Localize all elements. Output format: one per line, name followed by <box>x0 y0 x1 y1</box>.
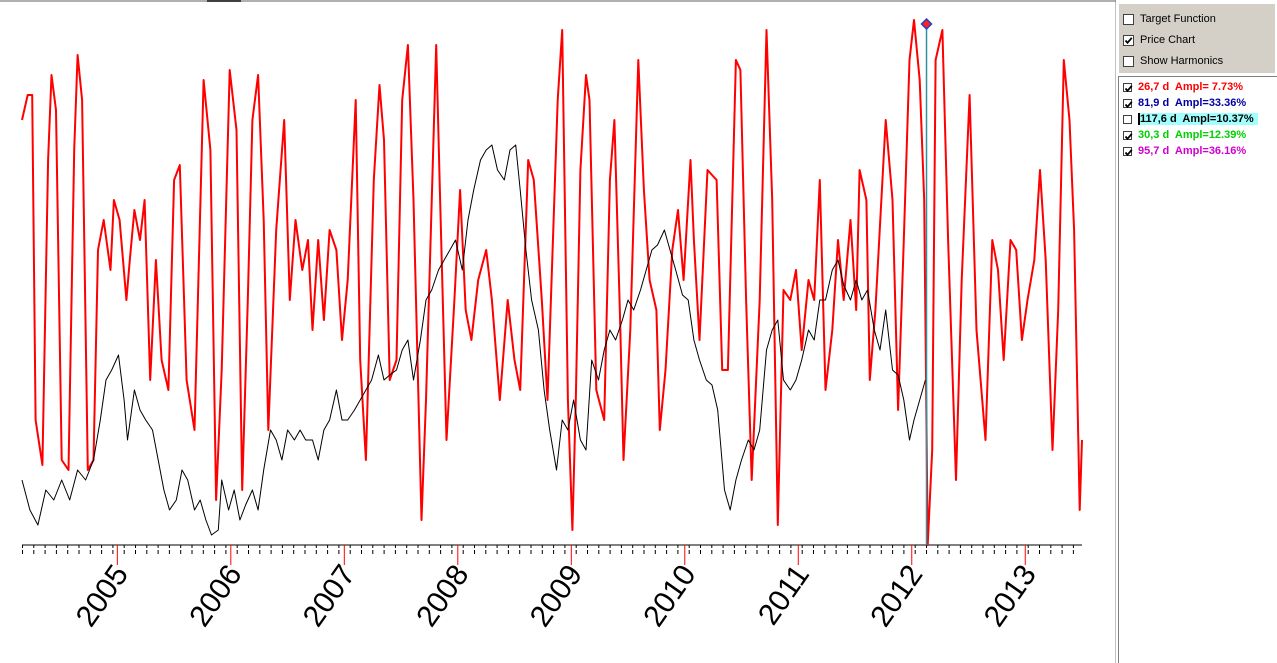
harmonic-label: 30,3 d Ampl=12.39% <box>1138 129 1247 141</box>
check-mark <box>1124 148 1133 156</box>
x-tick-label: 2010 <box>637 559 702 633</box>
x-tick-label: 2007 <box>297 559 362 633</box>
cursor-handle <box>920 17 933 31</box>
chart: 2005 2006 2007 2008 2009 2010 2011 2012 2013 <box>0 0 1116 663</box>
x-tick-label: 2008 <box>410 559 475 633</box>
harmonic-label: 117,6 d Ampl=10.37% <box>1138 113 1258 125</box>
option-label: Show Harmonics <box>1140 55 1224 67</box>
harmonic-row[interactable]: 30,3 d Ampl=12.39% <box>1123 128 1246 142</box>
checkbox[interactable] <box>1123 55 1134 67</box>
option-label: Target Function <box>1140 13 1216 25</box>
check-mark <box>1124 84 1133 92</box>
harmonic-row[interactable]: 81,9 d Ampl=33.36% <box>1123 96 1246 110</box>
checkbox[interactable] <box>1123 146 1133 156</box>
option-label: Price Chart <box>1140 34 1196 46</box>
x-tick-label: 2009 <box>524 559 589 633</box>
check-mark <box>1124 132 1133 140</box>
harmonic-row[interactable]: 26,7 d Ampl= 7.73% <box>1123 80 1243 94</box>
check-mark <box>1124 36 1133 44</box>
series-line <box>21 144 926 536</box>
harmonic-row[interactable]: 117,6 d Ampl=10.37% <box>1123 112 1258 126</box>
options-panel: Target Function Price Chart Show Harmonics <box>1118 4 1275 73</box>
checkbox[interactable] <box>1123 13 1134 25</box>
series-line <box>21 19 1083 546</box>
checkbox[interactable] <box>1123 34 1134 46</box>
option-row[interactable]: Show Harmonics <box>1123 53 1223 69</box>
harmonic-label: 81,9 d Ampl=33.36% <box>1138 97 1247 109</box>
option-row[interactable]: Price Chart <box>1123 32 1195 48</box>
harmonic-label: 26,7 d Ampl= 7.73% <box>1138 81 1244 93</box>
top-border-tab <box>207 0 241 2</box>
x-tick-label: 2011 <box>752 559 816 631</box>
x-tick-label: 2006 <box>183 559 248 633</box>
harmonic-row[interactable]: 95,7 d Ampl=36.16% <box>1123 144 1246 158</box>
checkbox[interactable] <box>1123 82 1133 92</box>
minor-ticks <box>22 545 1082 554</box>
harmonic-label: 95,7 d Ampl=36.16% <box>1138 145 1247 157</box>
x-tick-label: 2005 <box>70 559 135 633</box>
checkbox[interactable] <box>1123 114 1132 124</box>
x-tick-label: 2012 <box>864 559 929 633</box>
plot-area: 2005 2006 2007 2008 2009 2010 2011 2012 2013 <box>21 17 1083 633</box>
top-border <box>0 0 1116 2</box>
checkbox[interactable] <box>1123 130 1133 140</box>
check-mark <box>1124 100 1133 108</box>
harmonics-list: 26,7 d Ampl= 7.73% 81,9 d Ampl=33.36% 117,… <box>1118 76 1277 663</box>
checkbox[interactable] <box>1123 98 1133 108</box>
x-tick-label: 2013 <box>978 559 1043 633</box>
option-row[interactable]: Target Function <box>1123 11 1216 27</box>
